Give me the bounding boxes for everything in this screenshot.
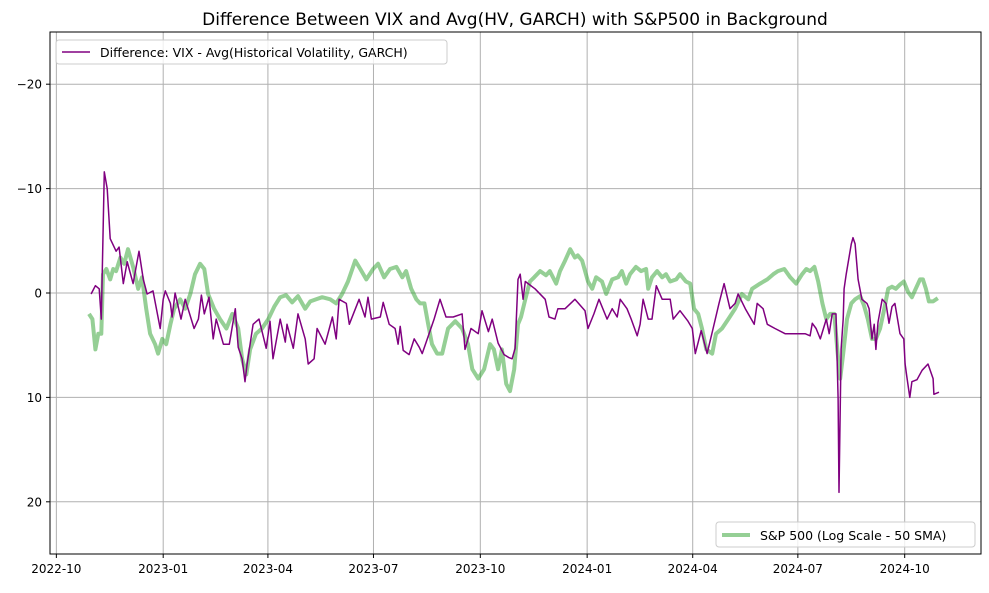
x-tick-label: 2023-01 [138,562,188,576]
sp500-sma-line [87,247,939,394]
legend-top-left: Difference: VIX - Avg(Historical Volatil… [55,39,448,65]
x-tick-label: 2023-10 [455,562,505,576]
x-tick-label: 2024-01 [562,562,612,576]
difference-line [90,171,940,494]
y-tick-label: −20 [17,78,42,92]
grid [50,32,981,554]
chart-title: Difference Between VIX and Avg(HV, GARCH… [202,10,828,30]
y-tick-label: 0 [34,287,42,301]
x-tick-label: 2024-07 [773,562,823,576]
x-tick-label: 2024-10 [880,562,930,576]
x-tick-label: 2024-04 [668,562,718,576]
x-tick-label: 2022-10 [31,562,81,576]
y-tick-label: 10 [27,391,42,405]
legend-bottom-right: S&P 500 (Log Scale - 50 SMA) [715,521,976,548]
y-tick-label: −10 [17,182,42,196]
x-axis: 2022-10 2023-01 2023-04 2023-07 2023-10 2024-… [31,554,930,576]
y-tick-label: 20 [27,495,42,509]
y-axis: −20 −10 0 10 20 [17,78,50,509]
x-tick-label: 2023-07 [348,562,398,576]
legend-label-sp500: S&P 500 (Log Scale - 50 SMA) [760,528,946,543]
x-tick-label: 2023-04 [243,562,293,576]
legend-label-difference: Difference: VIX - Avg(Historical Volatil… [100,45,408,60]
series-layer [87,171,940,494]
